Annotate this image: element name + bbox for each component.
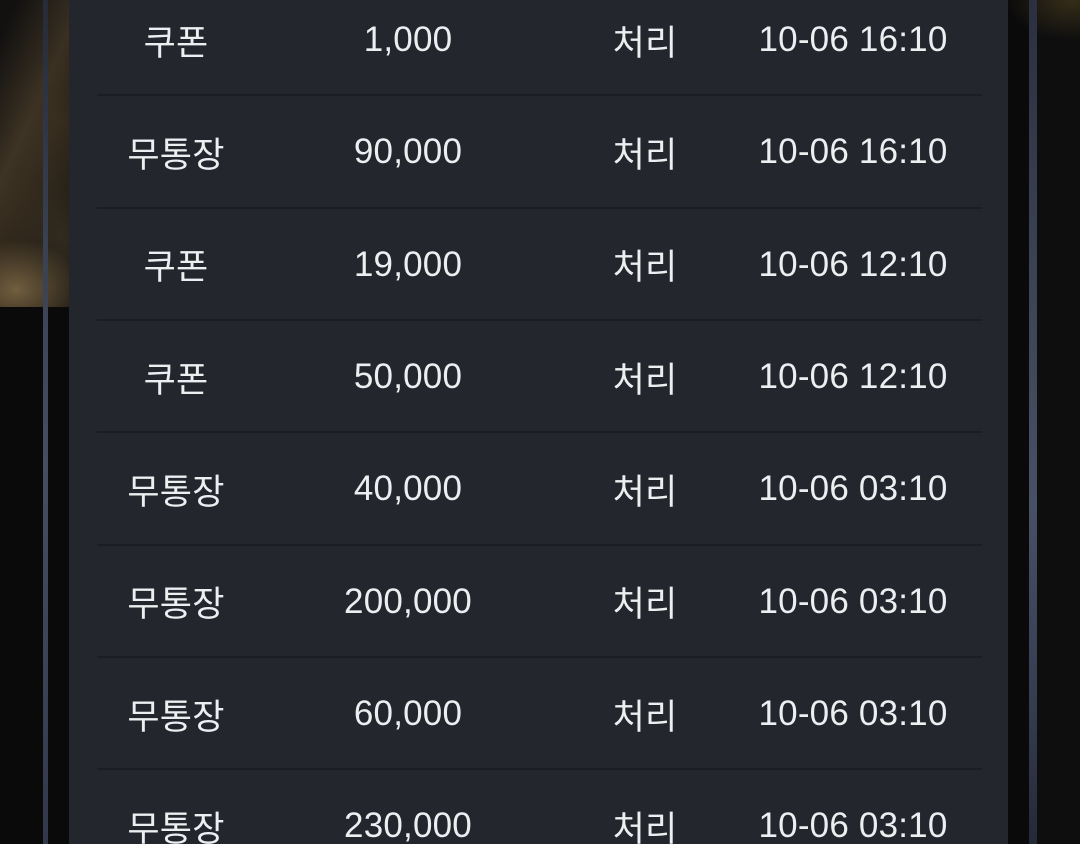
amount-cell: 200,000: [344, 581, 472, 621]
transaction-table: 쿠폰 1,000 처리 10-06 16:10 무통장 90,000 처리 10…: [69, 0, 1008, 844]
type-cell: 쿠폰: [143, 23, 209, 63]
table-row: 무통장 60,000 처리 10-06 03:10: [69, 658, 1008, 771]
datetime-cell: 10-06 12:10: [758, 244, 948, 284]
type-cell: 무통장: [127, 472, 225, 512]
status-cell: 처리: [612, 248, 678, 288]
vertical-rule-left: [43, 0, 48, 844]
amount-cell: 1,000: [363, 20, 453, 60]
table-row: 쿠폰 19,000 처리 10-06 12:10: [69, 209, 1008, 322]
datetime-cell: 10-06 16:10: [758, 20, 948, 60]
type-cell: 쿠폰: [143, 360, 209, 400]
amount-cell: 19,000: [353, 244, 463, 284]
type-cell: 무통장: [127, 135, 225, 175]
vertical-rule-right: [1029, 0, 1037, 844]
datetime-cell: 10-06 03:10: [758, 469, 948, 509]
datetime-cell: 10-06 16:10: [758, 132, 948, 172]
status-cell: 처리: [612, 472, 678, 512]
status-cell: 처리: [612, 585, 678, 625]
datetime-cell: 10-06 03:10: [758, 581, 948, 621]
background-photo: [0, 0, 69, 307]
type-cell: 무통장: [127, 697, 225, 737]
table-row: 쿠폰 1,000 처리 10-06 16:10: [69, 0, 1008, 97]
transaction-history-panel: 쿠폰 1,000 처리 10-06 16:10 무통장 90,000 처리 10…: [69, 0, 1008, 844]
datetime-cell: 10-06 03:10: [758, 694, 948, 734]
amount-cell: 230,000: [344, 806, 472, 844]
table-row: 무통장 90,000 처리 10-06 16:10: [69, 96, 1008, 209]
datetime-cell: 10-06 03:10: [758, 806, 948, 844]
table-row: 무통장 230,000 처리 10-06 03:10: [69, 770, 1008, 844]
table-row: 무통장 40,000 처리 10-06 03:10: [69, 433, 1008, 546]
status-cell: 처리: [612, 809, 678, 844]
status-cell: 처리: [612, 135, 678, 175]
amount-cell: 60,000: [353, 694, 463, 734]
status-cell: 처리: [612, 697, 678, 737]
amount-cell: 50,000: [353, 357, 463, 397]
amount-cell: 90,000: [353, 132, 463, 172]
table-row: 무통장 200,000 처리 10-06 03:10: [69, 546, 1008, 659]
type-cell: 쿠폰: [143, 248, 209, 288]
background-right-column: [1037, 0, 1080, 844]
type-cell: 무통장: [127, 585, 225, 625]
background-glow: [1008, 0, 1080, 110]
table-row: 쿠폰 50,000 처리 10-06 12:10: [69, 321, 1008, 434]
amount-cell: 40,000: [353, 469, 463, 509]
type-cell: 무통장: [127, 809, 225, 844]
status-cell: 처리: [612, 23, 678, 63]
status-cell: 처리: [612, 360, 678, 400]
datetime-cell: 10-06 12:10: [758, 357, 948, 397]
